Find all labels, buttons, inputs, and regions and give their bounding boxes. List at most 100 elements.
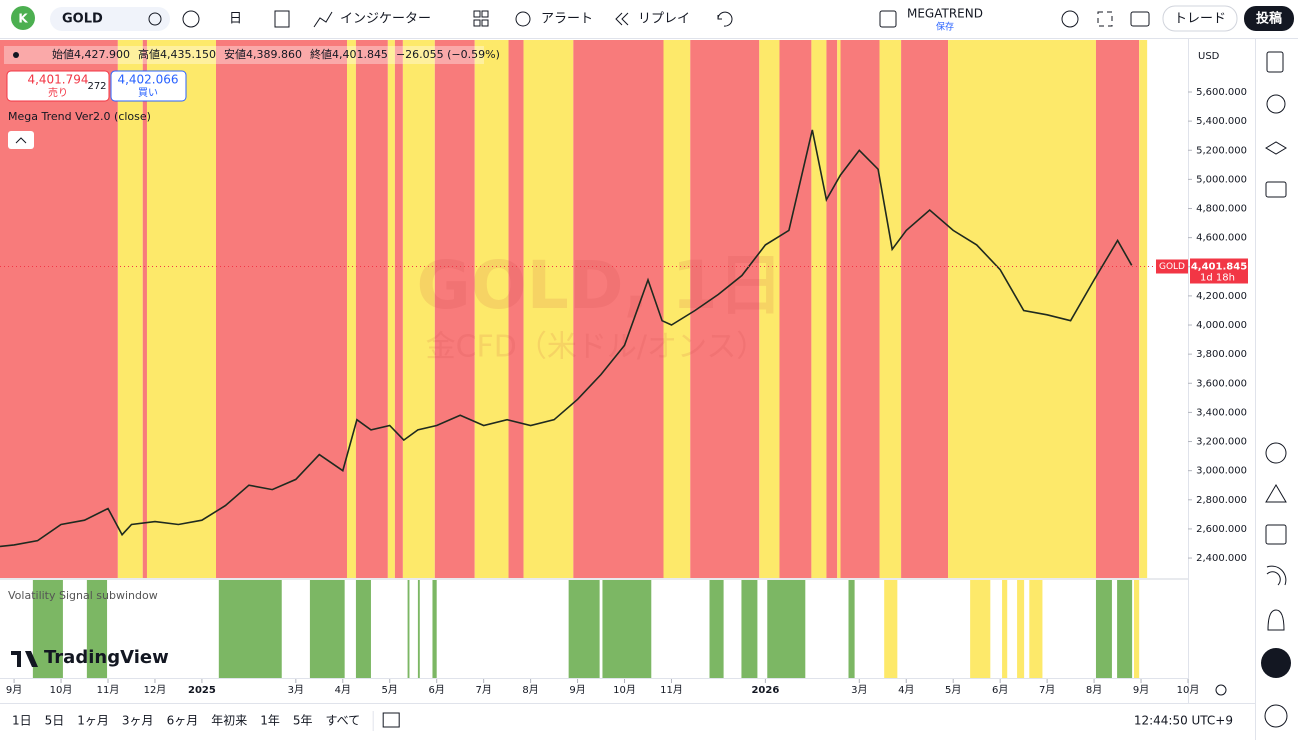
signal-band [32, 580, 63, 678]
y-tick-label: 2,400.000 [1196, 553, 1247, 564]
signal-band [767, 580, 806, 678]
toolbar [0, 0, 1298, 38]
bell-icon[interactable] [1267, 609, 1285, 631]
regime-band [347, 40, 356, 578]
fullscreen-icon[interactable] [1097, 11, 1113, 27]
y-tick-label: 2,800.000 [1196, 495, 1247, 506]
apps-button[interactable] [1261, 648, 1291, 678]
layers-icon[interactable] [1265, 141, 1287, 155]
replay-icon [615, 12, 629, 26]
settings-icon[interactable] [1061, 10, 1079, 28]
y-tick-label: 3,400.000 [1196, 407, 1247, 418]
snapshot-icon[interactable] [1130, 11, 1150, 27]
signal-band [1029, 580, 1043, 678]
regime-band [394, 40, 403, 578]
buy-button[interactable] [110, 70, 187, 102]
currency[interactable]: USD [1198, 51, 1220, 62]
watchlist-icon[interactable] [1266, 51, 1284, 73]
y-tick-label: 3,800.000 [1196, 349, 1247, 360]
chat-icon[interactable] [1265, 181, 1287, 198]
x-tick-label: 6月 [992, 684, 1008, 696]
stream-icon[interactable] [1266, 565, 1287, 586]
alert[interactable]: アラート [541, 12, 593, 27]
range-button[interactable]: 5日 [45, 714, 65, 728]
range-button[interactable]: 6ヶ月 [167, 714, 199, 728]
x-tick-label: 9月 [1133, 684, 1149, 696]
alerts-icon[interactable] [1266, 94, 1286, 114]
x-tick-label: 12月 [144, 684, 167, 696]
target-icon[interactable] [1265, 442, 1287, 464]
axis-settings-icon[interactable] [1215, 684, 1227, 696]
signal-band [1117, 580, 1133, 678]
plot [0, 129, 1188, 548]
x-tick-label: 4月 [335, 684, 351, 696]
regime-band [759, 40, 780, 578]
x-tick-label: 9月 [569, 684, 585, 696]
y-tick-label: 2,600.000 [1196, 524, 1247, 535]
templates-icon[interactable] [473, 10, 481, 18]
templates-icon [481, 10, 489, 18]
symbol: GOLD [62, 12, 103, 27]
publish: 投稿 [1256, 11, 1282, 27]
signal-band [709, 580, 724, 678]
regime-band [387, 40, 395, 578]
signal-band [86, 580, 108, 678]
regime-band [142, 40, 147, 578]
ideas-icon[interactable] [1265, 484, 1287, 503]
symbol-search[interactable] [50, 7, 170, 31]
collapse-button[interactable] [8, 131, 34, 149]
regime-band [146, 40, 216, 578]
range-button[interactable]: 5年 [293, 714, 313, 728]
range-button[interactable]: 1ヶ月 [77, 714, 109, 728]
signal-band [309, 580, 345, 678]
calendar-icon[interactable] [1265, 524, 1287, 545]
layout-name[interactable]: MEGATREND [907, 7, 983, 21]
regime-band [117, 40, 143, 578]
range-button[interactable]: 3ヶ月 [122, 714, 154, 728]
sub-indicator-label: Volatility Signal subwindow [8, 589, 158, 602]
undo-icon[interactable] [717, 11, 733, 27]
templates-icon [481, 19, 489, 27]
regime-band [901, 40, 949, 578]
templates-icon [473, 19, 481, 27]
x-tick-label: 4月 [898, 684, 914, 696]
help-icon[interactable] [1264, 704, 1288, 728]
indicators[interactable]: インジケーター [340, 12, 431, 27]
regime-band [811, 40, 827, 578]
chart-type-icon[interactable] [274, 10, 290, 28]
ohlc-value: 終値4,401.845 [310, 47, 388, 61]
signal-band [417, 580, 420, 678]
range-button[interactable]: すべて [326, 714, 361, 728]
x-tick-label: 3月 [288, 684, 304, 696]
range-button[interactable]: 1日 [12, 714, 32, 728]
signal-band [1017, 580, 1025, 678]
chevron [15, 137, 27, 144]
y-tick-label: 4,600.000 [1196, 233, 1247, 244]
y-tick-label: 5,200.000 [1196, 145, 1247, 156]
layout-icon[interactable] [879, 10, 897, 28]
buy-label: 買い [138, 87, 158, 99]
interval[interactable]: 日 [229, 12, 242, 27]
x-tick-label: 8月 [1086, 684, 1102, 696]
sell-price: 4,401.794 [27, 73, 88, 87]
signal-band [218, 580, 282, 678]
replay[interactable]: リプレイ [638, 12, 690, 27]
symbol-tag-label: GOLD [1159, 262, 1185, 272]
compare-icon[interactable] [182, 10, 200, 28]
price-tag [1190, 258, 1248, 284]
signal-band [970, 580, 991, 678]
icon [148, 12, 162, 26]
x-tick-label: 10月 [1177, 684, 1200, 696]
range-button[interactable]: 1年 [260, 714, 280, 728]
axes: USD 2,400.000 2,600.000 2,800.000 3,000.000 3… [0, 39, 1255, 703]
publish-button[interactable] [1244, 6, 1294, 31]
goto-icon[interactable] [382, 712, 400, 728]
buy-price: 4,402.066 [117, 73, 178, 87]
signal-band [1002, 580, 1008, 678]
trade-button[interactable] [1162, 5, 1238, 32]
sell-button[interactable] [6, 70, 110, 102]
range-button[interactable]: 年初来 [211, 714, 247, 728]
avatar[interactable] [11, 6, 35, 30]
x-tick-label: 5月 [945, 684, 961, 696]
